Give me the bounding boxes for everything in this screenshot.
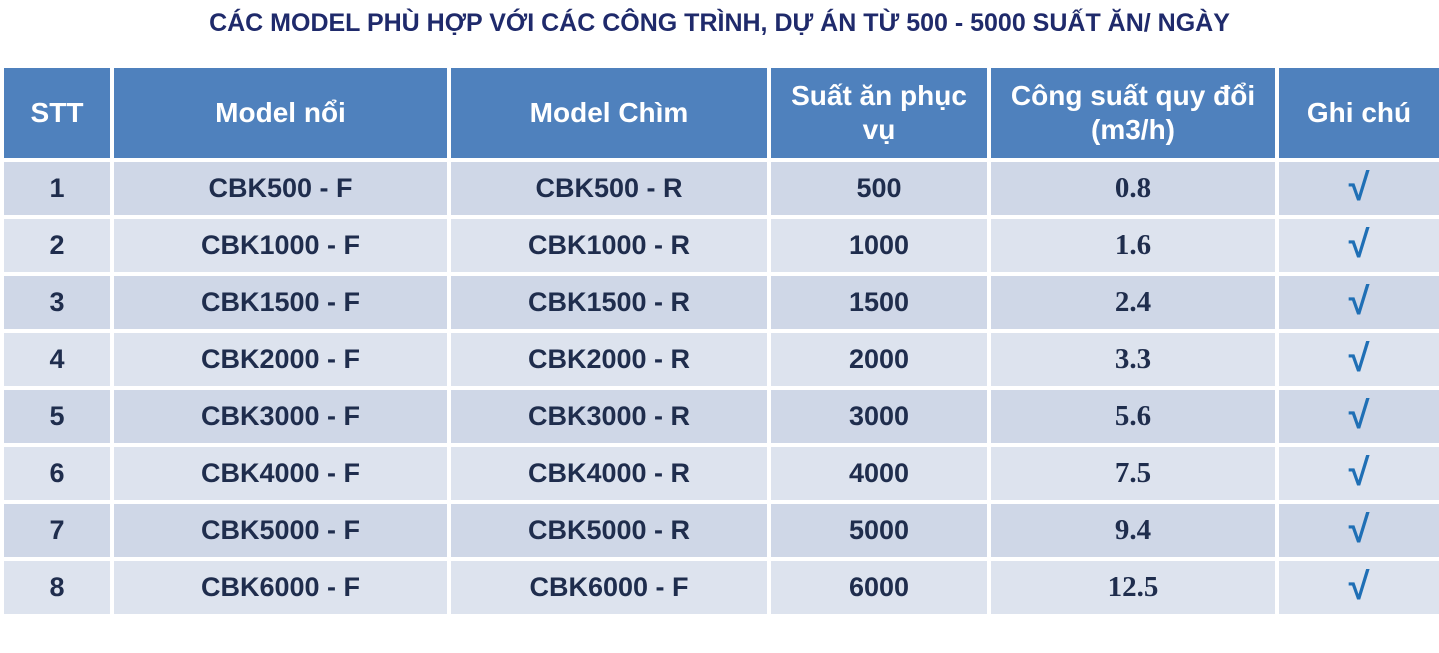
header-cell: Ghi chú [1275, 64, 1439, 162]
table-cell: √ [1275, 329, 1439, 390]
table-cell: CBK1500 - F [110, 272, 451, 333]
table-cell: 2 [0, 215, 114, 276]
table-cell: CBK1000 - F [110, 215, 451, 276]
table-row: 1 CBK500 - F CBK500 - R 500 0.8 √ [0, 158, 1439, 219]
table-cell: 2.4 [987, 272, 1279, 333]
table-cell: 7.5 [987, 443, 1279, 504]
table-cell: √ [1275, 386, 1439, 447]
table-cell: CBK4000 - F [110, 443, 451, 504]
model-table: STT Model nổi Model Chìm Suất ăn phục vụ Côn… [0, 64, 1439, 618]
table-row: 7 CBK5000 - F CBK5000 - R 5000 9.4 √ [0, 500, 1439, 561]
table-cell: CBK6000 - F [447, 557, 771, 618]
table-cell: √ [1275, 158, 1439, 219]
table-row: 3 CBK1500 - F CBK1500 - R 1500 2.4 √ [0, 272, 1439, 333]
header-cell: STT [0, 64, 114, 162]
table-cell: CBK2000 - R [447, 329, 771, 390]
table-row: 6 CBK4000 - F CBK4000 - R 4000 7.5 √ [0, 443, 1439, 504]
table-cell: √ [1275, 215, 1439, 276]
header-cell: Model nổi [110, 64, 451, 162]
table-cell: 5.6 [987, 386, 1279, 447]
table-cell: 6 [0, 443, 114, 504]
table-row: 8 CBK6000 - F CBK6000 - F 6000 12.5 √ [0, 557, 1439, 618]
table-cell: 12.5 [987, 557, 1279, 618]
table-cell: 8 [0, 557, 114, 618]
table-cell: √ [1275, 557, 1439, 618]
table-cell: 3 [0, 272, 114, 333]
table-cell: CBK1000 - R [447, 215, 771, 276]
table-cell: CBK2000 - F [110, 329, 451, 390]
table-cell: 3.3 [987, 329, 1279, 390]
table-cell: 2000 [767, 329, 991, 390]
table-cell: 5 [0, 386, 114, 447]
table-cell: 1000 [767, 215, 991, 276]
table-cell: 1.6 [987, 215, 1279, 276]
table-cell: CBK5000 - F [110, 500, 451, 561]
table-cell: CBK500 - R [447, 158, 771, 219]
table-cell: 6000 [767, 557, 991, 618]
table-cell: 9.4 [987, 500, 1279, 561]
table-cell: √ [1275, 272, 1439, 333]
table-cell: 1500 [767, 272, 991, 333]
table-cell: 0.8 [987, 158, 1279, 219]
table-cell: 7 [0, 500, 114, 561]
table-cell: CBK1500 - R [447, 272, 771, 333]
table-cell: CBK500 - F [110, 158, 451, 219]
table-body: 1 CBK500 - F CBK500 - R 500 0.8 √ 2 CBK1000 - F… [0, 158, 1439, 618]
table-row: 5 CBK3000 - F CBK3000 - R 3000 5.6 √ [0, 386, 1439, 447]
table-cell: 5000 [767, 500, 991, 561]
header-row: STT Model nổi Model Chìm Suất ăn phục vụ Côn… [0, 64, 1439, 162]
table-cell: 4 [0, 329, 114, 390]
header-cell: Suất ăn phục vụ [767, 64, 991, 162]
table-cell: √ [1275, 443, 1439, 504]
table-cell: CBK3000 - R [447, 386, 771, 447]
title: CÁC MODEL PHÙ HỢP VỚI CÁC CÔNG TRÌNH, DỰ… [209, 9, 1230, 37]
table-cell: CBK4000 - R [447, 443, 771, 504]
table-cell: 3000 [767, 386, 991, 447]
table-cell: 500 [767, 158, 991, 219]
table-row: 4 CBK2000 - F CBK2000 - R 2000 3.3 √ [0, 329, 1439, 390]
table-cell: √ [1275, 500, 1439, 561]
table-cell: CBK5000 - R [447, 500, 771, 561]
table-cell: 4000 [767, 443, 991, 504]
header-cell: Model Chìm [447, 64, 771, 162]
table-cell: CBK3000 - F [110, 386, 451, 447]
table-cell: CBK6000 - F [110, 557, 451, 618]
table-row: 2 CBK1000 - F CBK1000 - R 1000 1.6 √ [0, 215, 1439, 276]
table-cell: 1 [0, 158, 114, 219]
header-cell: Công suất quy đổi (m3/h) [987, 64, 1279, 162]
